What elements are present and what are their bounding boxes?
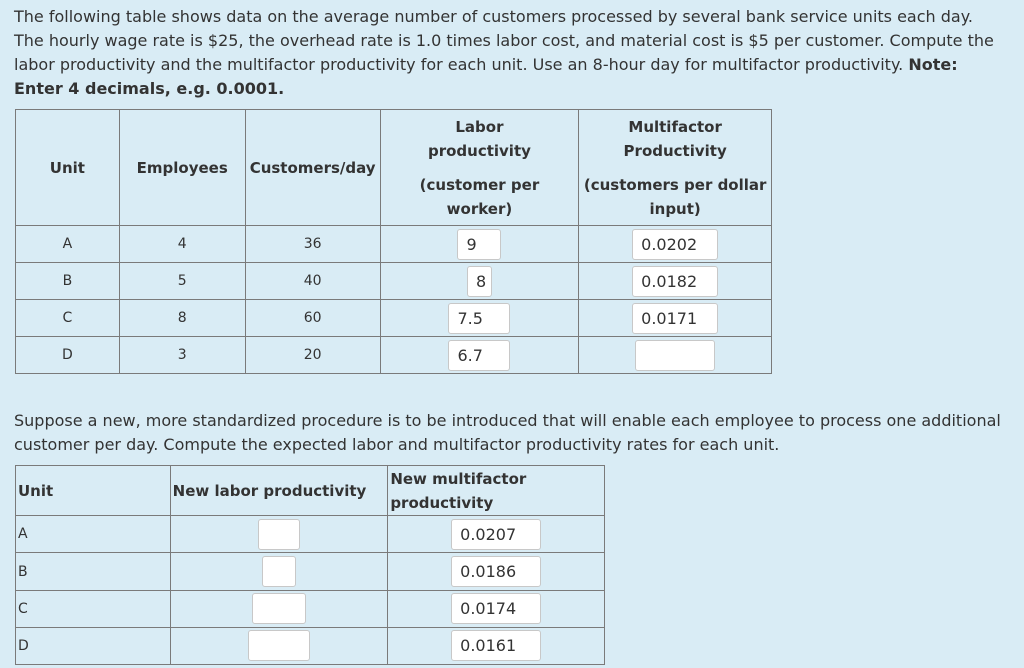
table-header-row: Unit Employees Customers/day Labor produ…	[15, 109, 772, 226]
labor-productivity-input[interactable]: 6.7	[448, 339, 511, 371]
header-multi-line1: Multifactor	[628, 117, 722, 136]
header-multi-line4: input)	[649, 199, 701, 218]
multifactor-productivity-input[interactable]	[635, 339, 716, 371]
table-row: C 8 60 7.5 0.0171	[15, 299, 772, 337]
productivity-table: Unit Employees Customers/day Labor produ…	[15, 109, 772, 374]
table-row: D 3 20 6.7	[15, 336, 772, 374]
table-row: A 0.0207	[15, 515, 605, 554]
cell-multifactor	[578, 336, 772, 374]
header-unit: Unit	[15, 464, 171, 517]
header-labor-productivity: Labor productivity (customer per worker)	[379, 109, 580, 226]
cell-unit: C	[15, 589, 171, 628]
new-multifactor-productivity-input[interactable]: 0.0174	[451, 593, 542, 625]
cell-new-labor	[169, 589, 389, 628]
header-new-multi-line2: productivity	[390, 493, 494, 512]
header-multifactor-productivity: Multifactor Productivity (customers per …	[578, 109, 772, 226]
cell-labor: 6.7	[379, 336, 580, 374]
cell-unit: D	[15, 336, 120, 374]
intro-paragraph: The following table shows data on the av…	[14, 5, 1004, 101]
header-new-multi-line1: New multifactor	[390, 469, 527, 488]
header-labor-line1: Labor	[455, 117, 504, 136]
multifactor-productivity-input[interactable]: 0.0202	[632, 228, 719, 260]
cell-unit: A	[15, 225, 120, 263]
new-multifactor-productivity-input[interactable]: 0.0161	[451, 630, 542, 662]
cell-multifactor: 0.0171	[578, 299, 772, 337]
cell-new-labor	[169, 552, 389, 591]
cell-new-multifactor: 0.0186	[387, 552, 605, 591]
cell-labor: 7.5	[379, 299, 580, 337]
cell-unit: A	[15, 515, 171, 554]
table-header-row: Unit New labor productivity New multifac…	[15, 464, 605, 517]
header-multi-line3: (customers per dollar	[583, 175, 767, 194]
cell-new-labor	[169, 515, 389, 554]
cell-employees: 4	[118, 225, 246, 263]
cell-unit: B	[15, 262, 120, 300]
new-multifactor-productivity-input[interactable]: 0.0207	[451, 518, 542, 550]
cell-unit: B	[15, 552, 171, 591]
cell-employees: 3	[118, 336, 246, 374]
labor-productivity-input[interactable]: 8	[466, 265, 492, 297]
table-row: A 4 36 9 0.0202	[15, 225, 772, 263]
header-new-multifactor-productivity: New multifactor productivity	[387, 464, 605, 517]
header-labor-line2: productivity	[427, 141, 531, 160]
cell-labor: 8	[379, 262, 580, 300]
new-labor-productivity-input[interactable]	[247, 630, 310, 662]
header-labor-line4: worker)	[446, 199, 513, 218]
labor-productivity-input[interactable]: 7.5	[448, 302, 511, 334]
cell-unit: C	[15, 299, 120, 337]
cell-new-multifactor: 0.0174	[387, 589, 605, 628]
multifactor-productivity-input[interactable]: 0.0171	[632, 302, 719, 334]
header-customers-per-day: Customers/day	[244, 109, 381, 226]
new-productivity-table: Unit New labor productivity New multifac…	[15, 464, 605, 666]
cell-multifactor: 0.0202	[578, 225, 772, 263]
cell-employees: 8	[118, 299, 246, 337]
header-labor-line3: (customer per	[419, 175, 540, 194]
header-employees: Employees	[118, 109, 246, 226]
cell-labor: 9	[379, 225, 580, 263]
table-row: B 0.0186	[15, 552, 605, 591]
cell-multifactor: 0.0182	[578, 262, 772, 300]
cell-new-multifactor: 0.0161	[387, 626, 605, 666]
cell-employees: 5	[118, 262, 246, 300]
cell-customers: 40	[244, 262, 381, 300]
table-row: B 5 40 8 0.0182	[15, 262, 772, 300]
cell-customers: 20	[244, 336, 381, 374]
cell-customers: 36	[244, 225, 381, 263]
new-labor-productivity-input[interactable]	[261, 556, 296, 587]
header-new-labor-productivity: New labor productivity	[169, 464, 389, 517]
cell-unit: D	[15, 626, 171, 666]
labor-productivity-input[interactable]: 9	[457, 228, 502, 260]
header-unit: Unit	[15, 109, 120, 226]
cell-customers: 60	[244, 299, 381, 337]
intro-note: Note: Enter 4 decimals, e.g. 0.0001.	[14, 55, 958, 98]
question2-paragraph: Suppose a new, more standardized procedu…	[14, 411, 1001, 454]
cell-new-multifactor: 0.0207	[387, 515, 605, 554]
new-multifactor-productivity-input[interactable]: 0.0186	[451, 556, 542, 587]
table-row: D 0.0161	[15, 626, 605, 666]
cell-new-labor	[169, 626, 389, 666]
intro-text: The following table shows data on the av…	[14, 7, 994, 74]
table-row: C 0.0174	[15, 589, 605, 628]
multifactor-productivity-input[interactable]: 0.0182	[632, 265, 719, 297]
new-labor-productivity-input[interactable]	[251, 593, 306, 625]
header-multi-line2: Productivity	[623, 141, 727, 160]
new-labor-productivity-input[interactable]	[257, 518, 300, 550]
